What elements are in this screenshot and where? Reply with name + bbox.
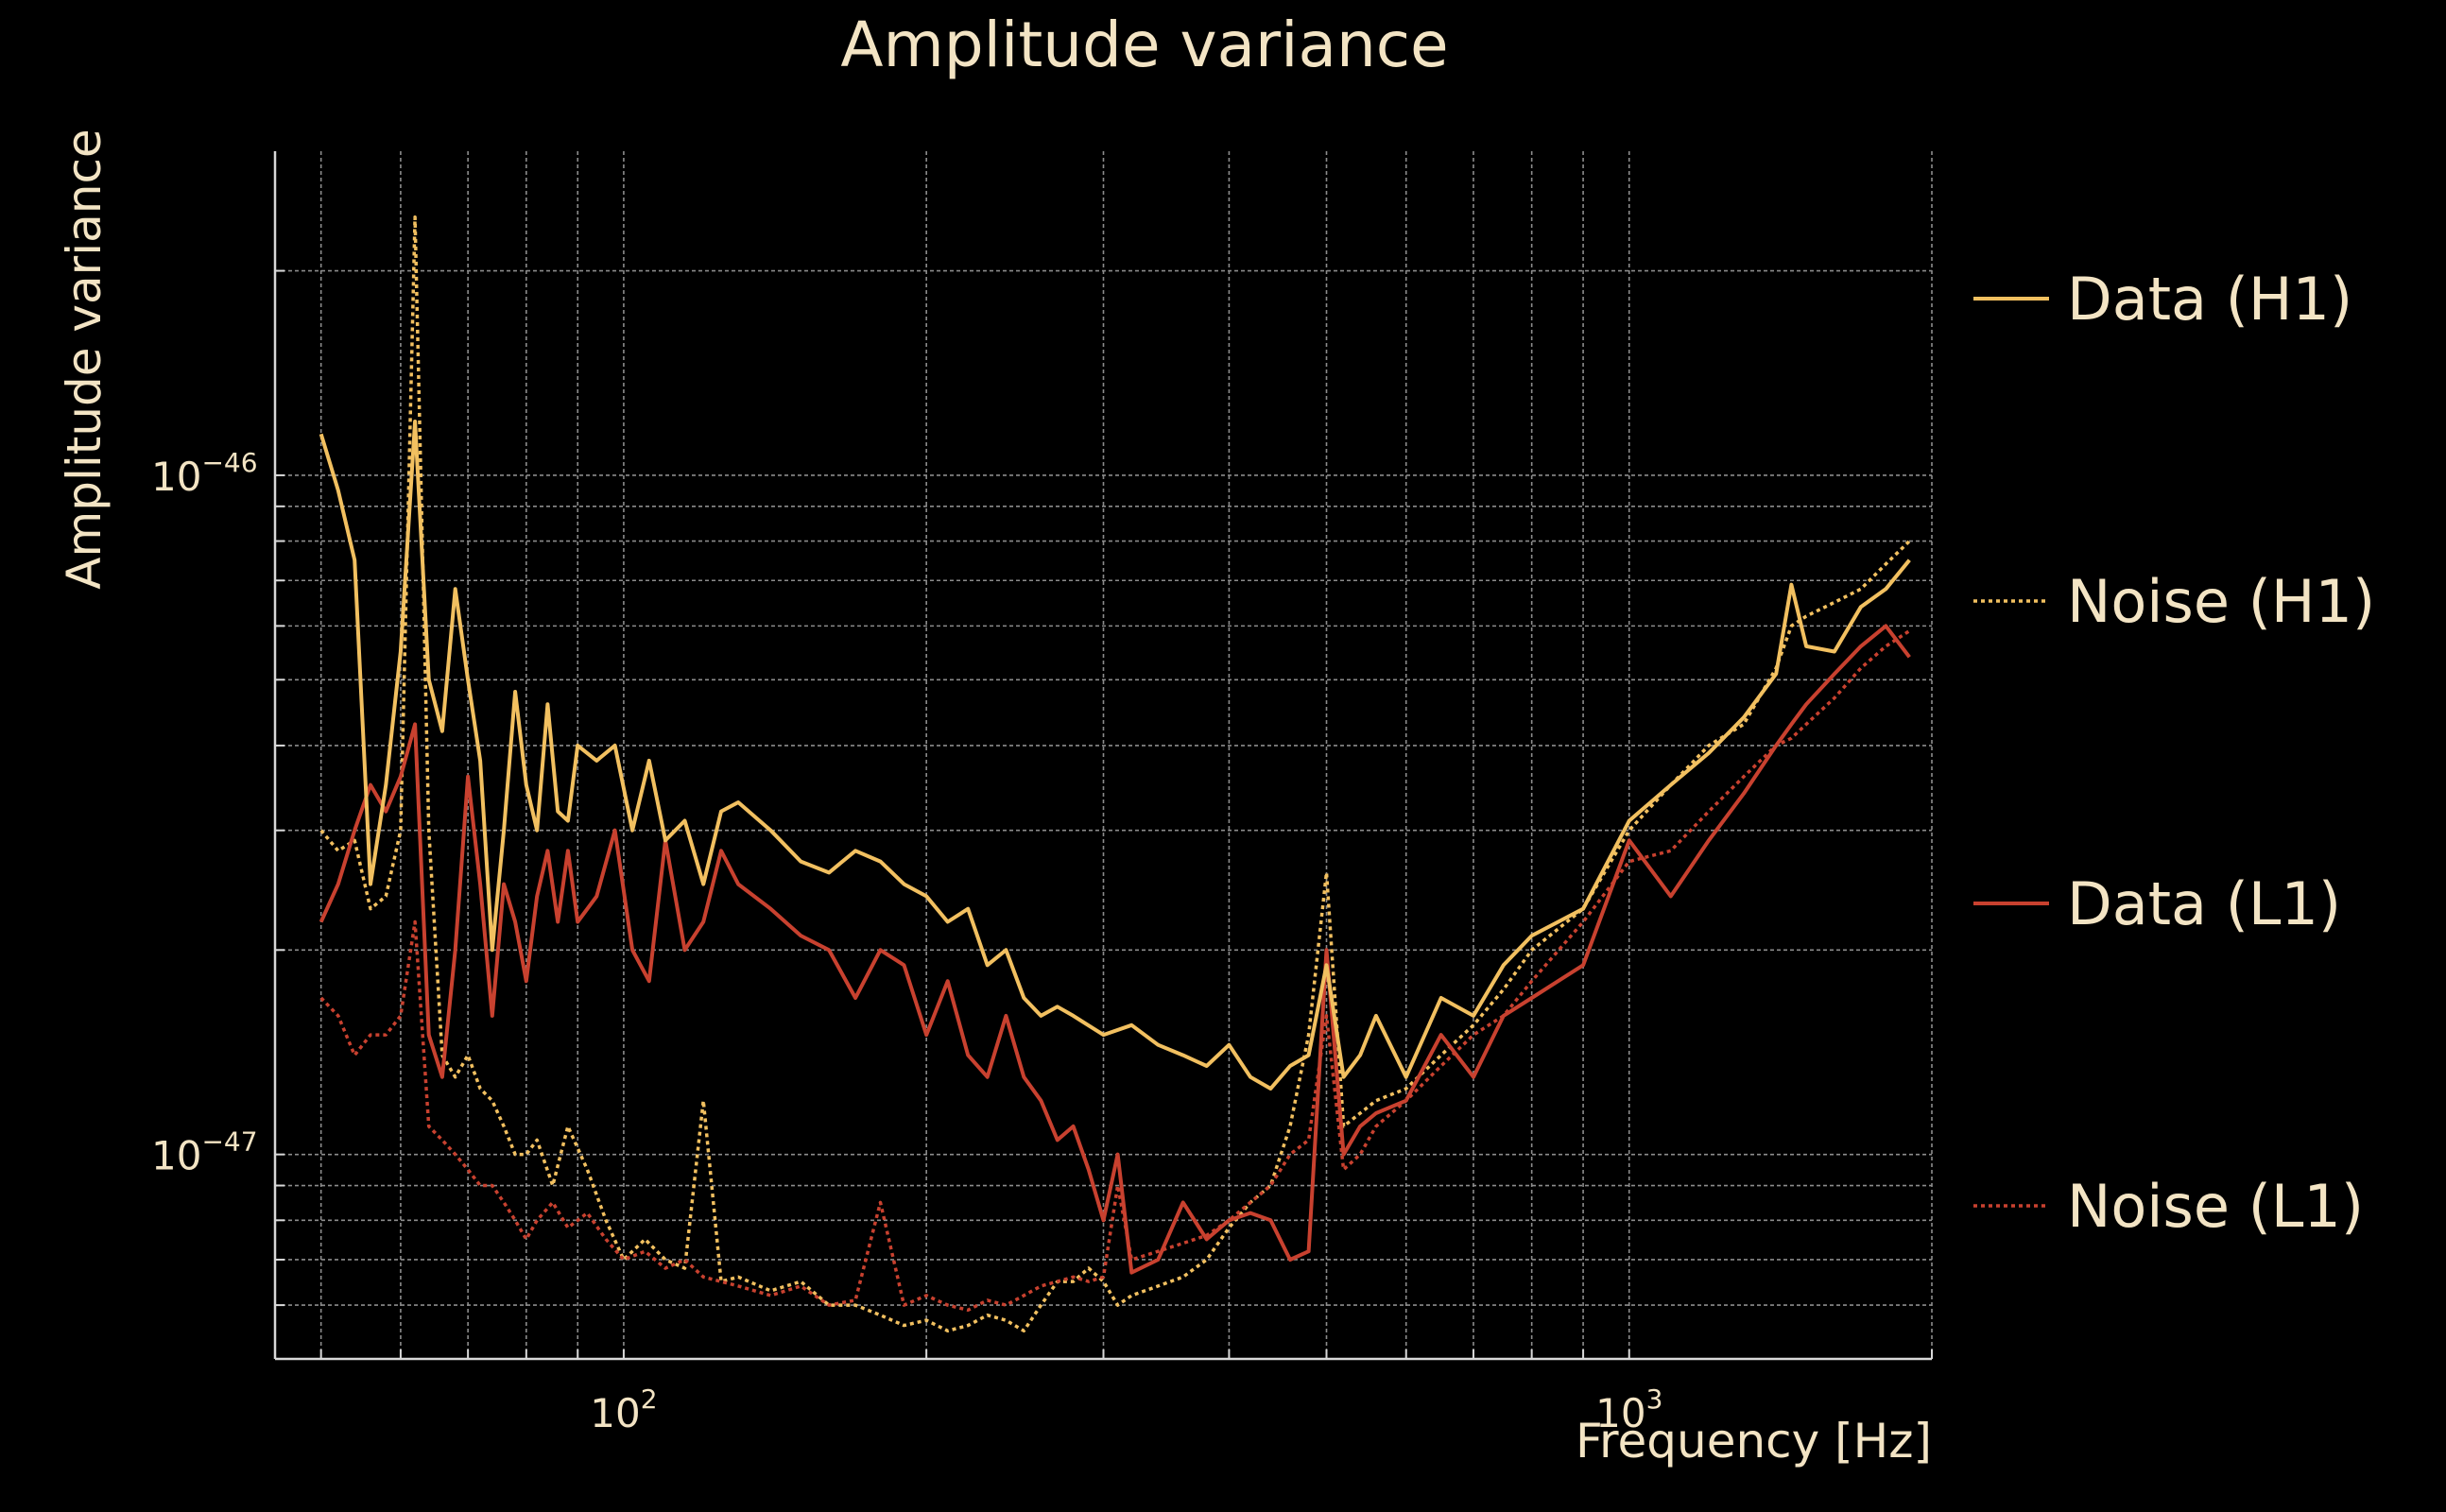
legend-label: Data (H1) xyxy=(2067,265,2352,334)
x-tick-base: 10 xyxy=(590,1390,640,1436)
y-tick-base: 10 xyxy=(151,454,201,500)
x-tick-label: 103 xyxy=(1595,1383,1662,1436)
x-tick-exponent: 3 xyxy=(1646,1383,1663,1415)
y-axis-label: Amplitude variance xyxy=(57,129,112,589)
y-tick-label: 10−47 xyxy=(151,1126,258,1179)
x-tick-base: 10 xyxy=(1595,1390,1645,1436)
y-tick-exponent: −46 xyxy=(201,447,257,478)
y-tick-base: 10 xyxy=(151,1133,201,1179)
x-tick-exponent: 2 xyxy=(641,1383,658,1415)
series-line-data-l1 xyxy=(319,624,1911,1275)
grid xyxy=(275,151,1933,1360)
series-line-noise-h1 xyxy=(319,215,1911,1333)
series-line-data-h1 xyxy=(319,420,1911,1091)
legend-label: Data (L1) xyxy=(2067,869,2341,938)
legend-label: Noise (L1) xyxy=(2067,1172,2364,1241)
series-lines xyxy=(319,215,1911,1333)
legend: Data (H1) Noise (H1) Data (L1) Noise (L1) xyxy=(1973,265,2375,1241)
x-axis-label: Frequency [Hz] xyxy=(1576,1414,1932,1469)
x-tick-label: 102 xyxy=(590,1383,657,1436)
series-line-noise-l1 xyxy=(319,629,1911,1313)
axes xyxy=(273,151,1933,1361)
chart-title: Amplitude variance xyxy=(840,9,1448,81)
legend-label: Noise (H1) xyxy=(2067,567,2375,636)
y-tick-exponent: −47 xyxy=(201,1126,257,1158)
y-tick-label: 10−46 xyxy=(151,447,258,500)
